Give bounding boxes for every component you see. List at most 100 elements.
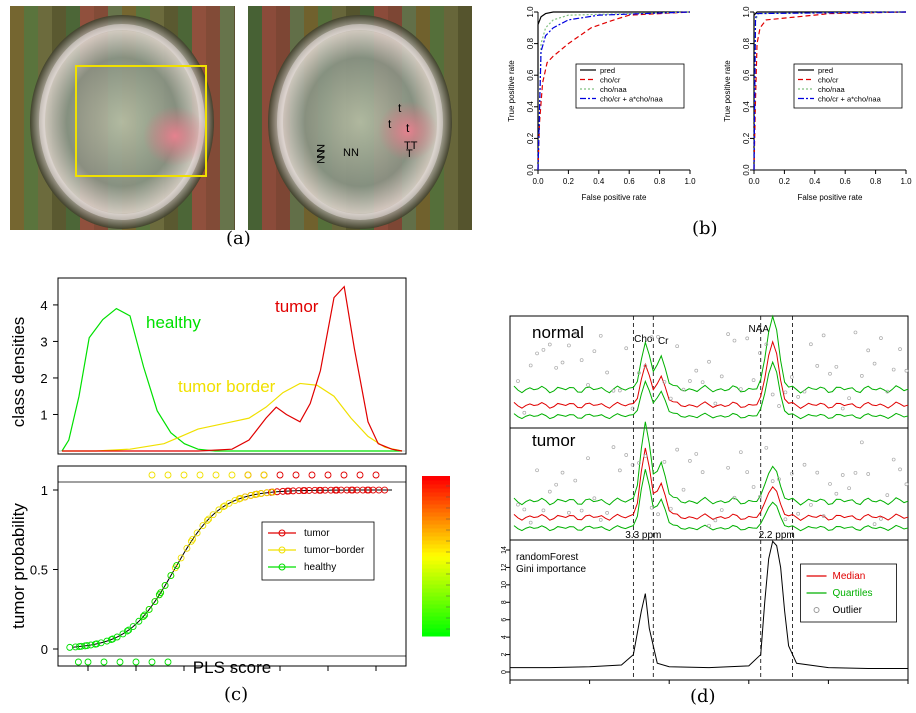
- data-point: [161, 581, 169, 589]
- y-tick-label: 1.0: [742, 6, 751, 18]
- outlier-point: [522, 507, 527, 512]
- y-tick-label: 0.4: [742, 101, 751, 113]
- colorbar-cell: [422, 620, 450, 625]
- data-point: [203, 516, 211, 524]
- outlier-point: [745, 336, 750, 341]
- colorbar-cell: [422, 564, 450, 569]
- mri-tile: [192, 188, 206, 202]
- outlier-point: [885, 389, 890, 394]
- mri-tile: [248, 90, 262, 104]
- quartile-lower-line: [513, 469, 909, 532]
- data-point: [381, 486, 389, 494]
- mri-tile: [276, 6, 290, 20]
- legend-label: pred: [818, 66, 833, 75]
- outlier-point: [758, 494, 762, 499]
- mri-tile: [24, 34, 38, 48]
- colorbar-cell: [422, 600, 450, 605]
- x-tick-label: 0.0: [748, 177, 760, 186]
- mri-tile: [10, 48, 24, 62]
- outlier-point: [624, 453, 629, 457]
- mri-tile: [248, 132, 262, 146]
- outlier-point: [815, 470, 820, 475]
- mri-tile: [220, 202, 234, 216]
- colorbar-cell: [422, 632, 450, 637]
- mri-tile: [262, 160, 276, 174]
- mri-tile: [248, 20, 262, 34]
- legend-label: cho/naa: [600, 85, 628, 94]
- outlier-point: [885, 493, 890, 497]
- outlier-point: [560, 470, 565, 475]
- mri-tile: [192, 20, 206, 34]
- outlier-point: [547, 489, 552, 494]
- mri-tile: [458, 146, 472, 160]
- rug-point: [244, 471, 252, 479]
- colorbar-cell: [422, 532, 450, 537]
- mri-tile: [206, 6, 220, 20]
- mri-tile: [290, 202, 304, 216]
- mri-tile: [150, 6, 164, 20]
- outlier-point: [904, 482, 909, 487]
- mri-tile: [444, 76, 458, 90]
- mri-tile: [416, 20, 430, 34]
- colorbar-cell: [422, 492, 450, 497]
- mri-tile: [276, 34, 290, 48]
- outlier-point: [821, 514, 826, 518]
- y-tick-label: 0.2: [526, 132, 535, 144]
- outlier-point: [853, 330, 858, 335]
- data-point: [205, 515, 213, 523]
- outlier-point: [732, 495, 737, 500]
- density-frame: [57, 277, 407, 455]
- prob-y-label: tumor probability: [9, 503, 28, 629]
- mri-tile: [52, 216, 66, 230]
- mri-tile: [458, 118, 472, 132]
- colorbar-cell: [422, 580, 450, 585]
- mri-tile: [276, 202, 290, 216]
- mri-tile: [444, 6, 458, 20]
- x-tick-label: 0.4: [593, 177, 605, 186]
- colorbar-cell: [422, 596, 450, 601]
- legend-label: cho/cr: [818, 76, 839, 85]
- outlier-point: [866, 472, 871, 476]
- colorbar-cell: [422, 484, 450, 489]
- rug-point: [340, 471, 348, 479]
- outlier-point: [834, 491, 839, 496]
- outlier-point: [649, 505, 654, 510]
- outlier-point: [624, 346, 629, 351]
- colorbar-cell: [422, 528, 450, 533]
- data-point: [225, 499, 233, 507]
- quartile-upper-line: [513, 421, 909, 506]
- density-y-tick-label: 4: [40, 298, 47, 313]
- data-point: [209, 511, 217, 519]
- colorbar-cell: [422, 536, 450, 541]
- panel-d: normal tumor Cho Cr NAA 3.3 ppm 2.2 ppm 0 2 4 6 8 10…: [490, 312, 916, 684]
- outlier-point: [732, 338, 737, 343]
- outlier-point: [872, 361, 877, 366]
- colorbar-cell: [422, 508, 450, 513]
- panel-b: 0.0 0.2 0.4 0.6 0.8 1.0 0.0 0.2 0.4 0.6 0.8 1.0 Fals…: [488, 4, 916, 226]
- outlier-point: [796, 395, 801, 399]
- legend-label: cho/cr + a*cho/naa: [818, 95, 882, 104]
- quartile-upper-line: [513, 314, 909, 394]
- mri-images: NNN NN t t t TT T: [10, 6, 472, 230]
- outlier-point: [649, 335, 654, 339]
- outlier-point: [694, 452, 699, 456]
- mri-tile: [206, 34, 220, 48]
- mri-tile: [10, 20, 24, 34]
- mri-tile: [290, 216, 304, 230]
- mri-tile: [402, 6, 416, 20]
- outlier-point: [630, 462, 635, 467]
- outlier-point: [656, 335, 660, 339]
- mri-tile: [248, 104, 262, 118]
- gini-y-tick-label: 10: [501, 581, 508, 589]
- mri-tile: [206, 48, 220, 62]
- data-point: [123, 627, 131, 635]
- mri-tile: [458, 48, 472, 62]
- label-healthy: healthy: [146, 313, 201, 332]
- y-tick-label: 0.0: [526, 164, 535, 176]
- roi-rectangle: [75, 65, 207, 177]
- data-point: [66, 643, 74, 651]
- outlier-point: [777, 477, 781, 482]
- prob-y-tick-label: 1: [41, 483, 48, 498]
- mri-tile: [10, 6, 24, 20]
- density-curve: [62, 382, 403, 452]
